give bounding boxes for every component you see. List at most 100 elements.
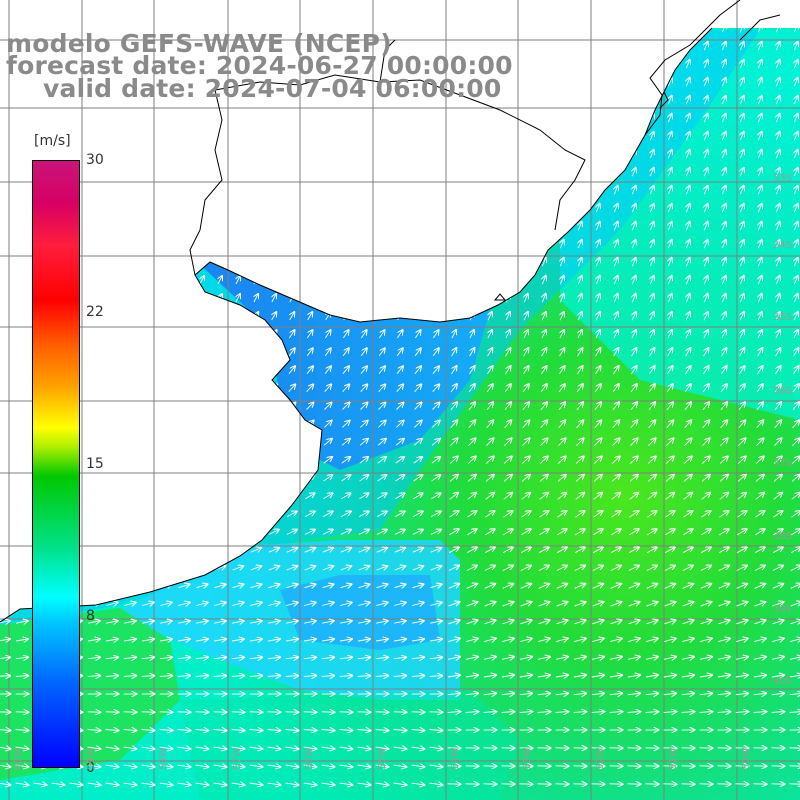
wind-arrow bbox=[668, 330, 672, 339]
wind-arrow bbox=[630, 420, 638, 429]
wind-arrow bbox=[683, 511, 693, 518]
wind-arrow bbox=[630, 402, 637, 411]
wind-arrow bbox=[737, 529, 746, 536]
wind-arrow bbox=[740, 60, 743, 69]
wind-arrow bbox=[286, 530, 297, 535]
wind-arrow bbox=[395, 421, 403, 428]
wind-arrow bbox=[648, 438, 655, 447]
lon-label: 51W bbox=[668, 747, 679, 770]
wind-arrow bbox=[412, 566, 424, 570]
wind-arrow bbox=[342, 366, 349, 374]
wind-arrow bbox=[704, 96, 707, 105]
wind-arrow bbox=[700, 566, 711, 571]
wind-arrow bbox=[360, 348, 367, 357]
wind-arrow bbox=[578, 258, 581, 267]
wind-arrow bbox=[666, 402, 673, 411]
wind-arrow bbox=[304, 548, 315, 553]
wind-arrow bbox=[468, 402, 475, 411]
wind-arrow bbox=[794, 168, 797, 177]
wind-arrow bbox=[736, 566, 747, 571]
wind-arrow bbox=[254, 294, 258, 303]
wind-arrow bbox=[522, 402, 529, 411]
wind-arrow bbox=[738, 384, 745, 393]
wind-arrow bbox=[704, 276, 707, 285]
wind-arrow bbox=[412, 548, 423, 553]
wind-arrow bbox=[758, 78, 761, 87]
wind-arrow bbox=[740, 96, 743, 105]
wind-arrow bbox=[686, 150, 689, 159]
wind-arrow bbox=[304, 566, 316, 570]
wind-arrow bbox=[650, 276, 653, 285]
wind-arrow bbox=[449, 511, 459, 518]
wind-arrow bbox=[505, 348, 511, 357]
wind-arrow bbox=[719, 456, 728, 464]
wind-arrow bbox=[340, 530, 351, 535]
wind-arrow bbox=[379, 330, 384, 339]
wind-arrow bbox=[560, 258, 563, 267]
wind-arrow bbox=[286, 566, 298, 570]
wind-arrow bbox=[683, 475, 692, 482]
wind-arrow bbox=[776, 42, 779, 51]
wind-arrow bbox=[686, 276, 689, 285]
wind-arrow bbox=[632, 276, 635, 285]
wind-arrow bbox=[542, 294, 545, 303]
wind-arrow bbox=[342, 384, 350, 392]
wind-arrow bbox=[196, 621, 208, 623]
wind-arrow bbox=[160, 603, 171, 606]
wind-arrow bbox=[629, 475, 638, 482]
wind-arrow bbox=[560, 312, 564, 321]
wind-arrow bbox=[394, 548, 405, 553]
wind-arrow bbox=[520, 602, 532, 607]
wind-arrow bbox=[632, 222, 635, 231]
lon-label: 56W bbox=[304, 747, 315, 770]
wind-arrow bbox=[395, 457, 404, 464]
wind-arrow bbox=[757, 348, 763, 357]
wind-arrow bbox=[304, 530, 315, 535]
wind-arrow bbox=[719, 493, 729, 500]
wind-arrow bbox=[539, 529, 548, 536]
wind-arrow bbox=[414, 384, 422, 392]
wind-arrow bbox=[578, 330, 582, 339]
wind-arrow bbox=[272, 294, 276, 303]
wind-arrow bbox=[196, 603, 207, 606]
wind-arrow bbox=[594, 438, 601, 447]
wind-arrow bbox=[703, 366, 708, 375]
wind-arrow bbox=[542, 258, 545, 267]
wind-arrow bbox=[524, 312, 528, 321]
wind-arrow bbox=[758, 258, 761, 267]
wind-arrow bbox=[578, 222, 581, 231]
wind-arrow bbox=[520, 547, 531, 554]
wind-arrow bbox=[306, 348, 313, 357]
wind-arrow bbox=[413, 475, 423, 482]
wind-arrow bbox=[758, 240, 761, 249]
wind-arrow bbox=[704, 150, 707, 159]
wind-arrow bbox=[666, 384, 673, 393]
wind-arrow bbox=[772, 566, 783, 571]
wind-arrow bbox=[430, 511, 441, 517]
wind-arrow bbox=[322, 566, 334, 570]
wind-arrow bbox=[686, 312, 690, 321]
wind-arrow bbox=[614, 258, 617, 267]
wind-arrow bbox=[340, 566, 352, 570]
wind-arrow bbox=[704, 78, 707, 87]
wind-arrow bbox=[308, 312, 313, 321]
wind-arrow bbox=[648, 384, 655, 393]
wind-arrow bbox=[629, 456, 638, 464]
wind-arrow bbox=[594, 402, 601, 411]
wind-arrow bbox=[791, 456, 800, 464]
wind-arrow bbox=[560, 276, 563, 285]
wind-arrow bbox=[684, 420, 692, 429]
wind-arrow bbox=[557, 475, 566, 482]
wind-arrow bbox=[394, 566, 406, 570]
wind-arrow bbox=[646, 584, 658, 589]
colorbar-tick-8: 8 bbox=[86, 608, 95, 624]
wind-arrow bbox=[758, 204, 761, 213]
wind-arrow bbox=[523, 348, 529, 357]
wind-arrow bbox=[214, 584, 226, 587]
wind-arrow bbox=[523, 366, 528, 375]
wind-arrow bbox=[574, 584, 586, 589]
lon-label: 58W bbox=[158, 747, 169, 770]
wind-arrow bbox=[484, 547, 495, 554]
wind-arrow bbox=[307, 330, 312, 339]
wind-arrow bbox=[142, 603, 153, 606]
